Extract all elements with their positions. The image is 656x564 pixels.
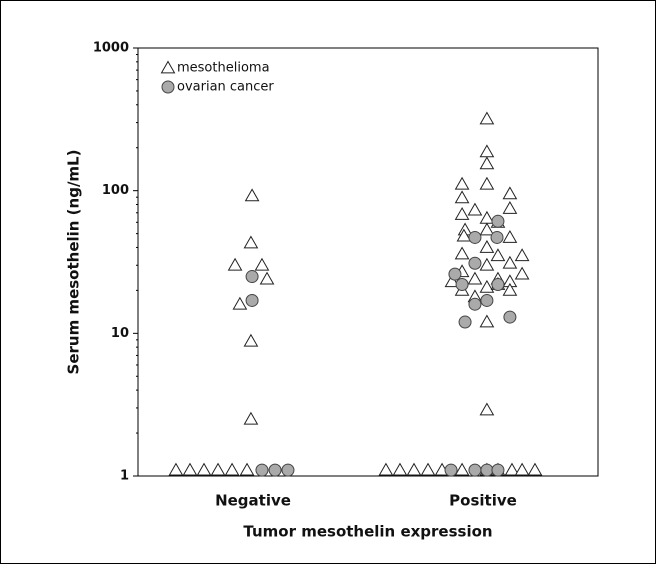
triangle-point bbox=[502, 255, 518, 269]
triangle-point bbox=[254, 257, 270, 271]
circle-point bbox=[458, 315, 472, 329]
triangle-point bbox=[479, 279, 495, 293]
triangle-point bbox=[502, 186, 518, 200]
triangle-point bbox=[444, 274, 460, 288]
triangle-point bbox=[182, 462, 198, 476]
triangle-point bbox=[454, 462, 470, 476]
x-tick-label: Positive bbox=[449, 492, 517, 510]
triangle-point bbox=[514, 462, 530, 476]
triangle-point bbox=[502, 282, 518, 296]
triangle-point bbox=[514, 266, 530, 280]
triangle-point bbox=[479, 222, 495, 236]
legend-marker bbox=[161, 80, 175, 94]
triangle-point bbox=[479, 176, 495, 190]
triangle-point bbox=[479, 156, 495, 170]
circle-point bbox=[448, 267, 462, 281]
y-axis-title: Serum mesothelin (ng/mL) bbox=[65, 150, 83, 375]
triangle-point bbox=[479, 314, 495, 328]
triangle-point bbox=[479, 402, 495, 416]
legend-label: ovarian cancer bbox=[177, 80, 274, 95]
circle-point bbox=[468, 463, 482, 477]
triangle-point bbox=[406, 462, 422, 476]
triangle-point bbox=[454, 190, 470, 204]
circle-point bbox=[468, 297, 482, 311]
triangle-point bbox=[527, 462, 543, 476]
triangle-point bbox=[502, 229, 518, 243]
triangle-point bbox=[232, 296, 248, 310]
circle-point bbox=[503, 310, 517, 324]
circle-point bbox=[468, 230, 482, 244]
x-axis-title: Tumor mesothelin expression bbox=[243, 523, 492, 541]
plot-area bbox=[137, 47, 599, 477]
triangle-point bbox=[454, 246, 470, 260]
triangle-point bbox=[227, 257, 243, 271]
triangle-point bbox=[392, 462, 408, 476]
circle-point bbox=[490, 230, 504, 244]
triangle-point bbox=[243, 333, 259, 347]
triangle-point bbox=[502, 200, 518, 214]
triangle-point bbox=[467, 202, 483, 216]
circle-point bbox=[491, 277, 505, 291]
y-tick-label: 10 bbox=[111, 326, 129, 341]
triangle-point bbox=[514, 248, 530, 262]
circle-point bbox=[480, 463, 494, 477]
triangle-point bbox=[479, 239, 495, 253]
circle-point bbox=[444, 463, 458, 477]
circle-point bbox=[245, 293, 259, 307]
triangle-point bbox=[168, 462, 184, 476]
triangle-point bbox=[456, 228, 472, 242]
triangle-point bbox=[479, 111, 495, 125]
circle-point bbox=[491, 463, 505, 477]
y-tick-label: 1000 bbox=[93, 41, 129, 56]
triangle-point bbox=[239, 462, 255, 476]
legend-label: mesothelioma bbox=[177, 61, 270, 76]
triangle-point bbox=[224, 462, 240, 476]
triangle-point bbox=[454, 176, 470, 190]
triangle-point bbox=[454, 207, 470, 220]
triangle-point bbox=[243, 235, 259, 249]
triangle-point bbox=[243, 411, 259, 425]
legend-marker bbox=[160, 60, 176, 74]
triangle-point bbox=[504, 462, 520, 476]
triangle-point bbox=[490, 248, 506, 262]
triangle-point bbox=[244, 188, 260, 202]
triangle-point bbox=[378, 462, 394, 476]
circle-point bbox=[468, 256, 482, 270]
circle-point bbox=[455, 277, 469, 291]
y-tick-label: 100 bbox=[102, 183, 129, 198]
triangle-point bbox=[467, 271, 483, 285]
x-tick-label: Negative bbox=[215, 492, 291, 510]
triangle-point bbox=[479, 257, 495, 271]
circle-point bbox=[281, 463, 295, 477]
circle-point bbox=[480, 293, 494, 307]
y-tick-label: 1 bbox=[120, 469, 129, 484]
circle-point bbox=[255, 463, 269, 477]
circle-point bbox=[245, 270, 259, 284]
triangle-point bbox=[196, 462, 212, 476]
circle-point bbox=[268, 463, 282, 477]
triangle-point bbox=[210, 462, 226, 476]
triangle-point bbox=[259, 271, 275, 285]
triangle-point bbox=[420, 462, 436, 476]
circle-point bbox=[491, 214, 505, 228]
